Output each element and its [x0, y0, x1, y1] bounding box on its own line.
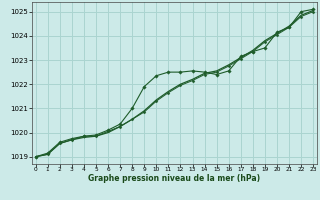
X-axis label: Graphe pression niveau de la mer (hPa): Graphe pression niveau de la mer (hPa)	[88, 174, 260, 183]
